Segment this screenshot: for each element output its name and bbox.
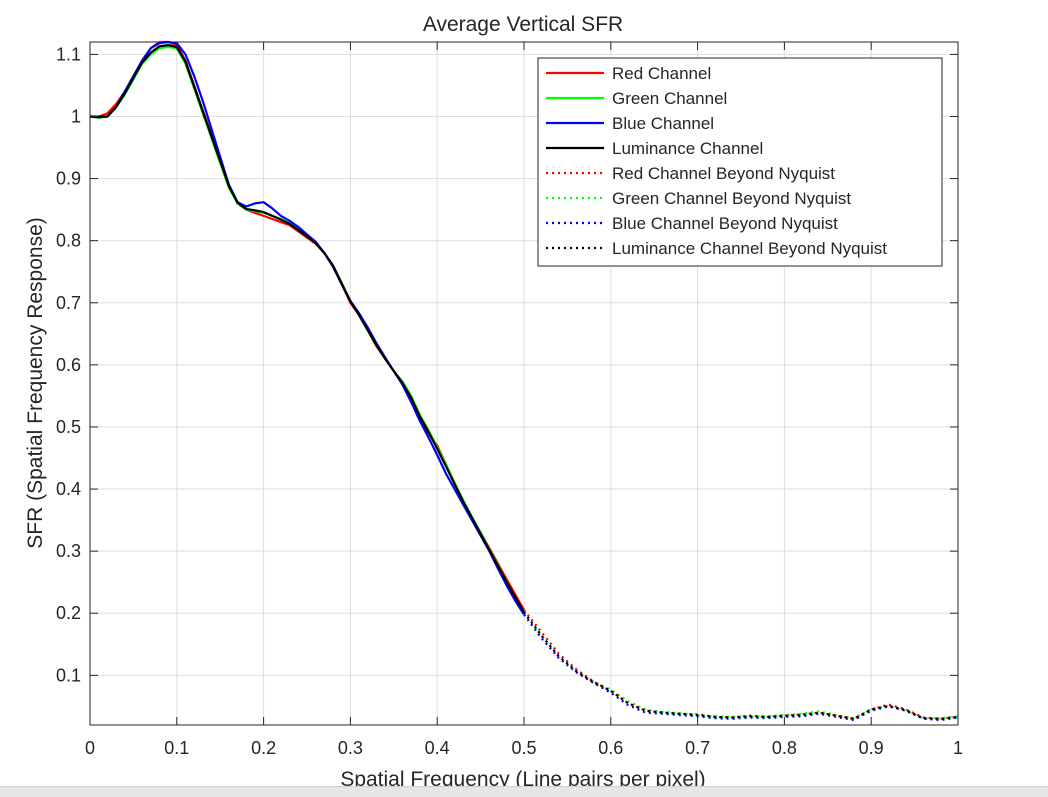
y-tick-label: 0.3	[56, 541, 81, 561]
x-tick-label: 0	[85, 738, 95, 758]
legend-entry: Red Channel Beyond Nyquist	[612, 164, 835, 183]
x-tick-label: 0.4	[425, 738, 450, 758]
legend-entry: Blue Channel	[612, 114, 714, 133]
y-tick-label: 0.6	[56, 355, 81, 375]
legend-entry: Blue Channel Beyond Nyquist	[612, 214, 838, 233]
axis-ticks: 0 0.1 0.2 0.3 0.4 0.5 0.6 0.7 0.8 0.9 1 0.1 0.2 0.3 0.…	[56, 42, 963, 758]
chart-title: Average Vertical SFR	[423, 13, 623, 36]
y-axis-label: SFR (Spatial Frequency Response)	[24, 217, 47, 548]
y-tick-label: 1.1	[56, 44, 81, 64]
y-tick-label: 0.1	[56, 665, 81, 685]
x-tick-label: 0.1	[164, 738, 189, 758]
y-tick-label: 1	[71, 107, 81, 127]
x-tick-label: 0.6	[598, 738, 623, 758]
legend-box	[537, 57, 943, 267]
blue-channel-beyond-nyquist-line	[523, 613, 959, 722]
green-channel-beyond-nyquist-line	[523, 612, 959, 720]
red-channel-beyond-nyquist-line	[523, 609, 959, 720]
legend-entry: Luminance Channel	[612, 139, 763, 158]
series-layer	[89, 40, 959, 722]
green-channel-line	[89, 45, 525, 614]
y-tick-label: 0.2	[56, 603, 81, 623]
y-tick-label: 0.9	[56, 169, 81, 189]
legend-entry: Luminance Channel Beyond Nyquist	[612, 239, 887, 258]
window-bottom-bar	[0, 786, 1048, 797]
luminance-channel-beyond-nyquist-line	[523, 611, 959, 720]
x-tick-label: 0.9	[859, 738, 884, 758]
x-tick-label: 0.7	[685, 738, 710, 758]
luminance-channel-line	[89, 43, 525, 613]
legend-entry: Green Channel Beyond Nyquist	[612, 189, 851, 208]
y-tick-label: 0.7	[56, 293, 81, 313]
y-tick-label: 0.5	[56, 417, 81, 437]
x-tick-label: 0.5	[511, 738, 536, 758]
legend-entry: Green Channel	[612, 89, 727, 108]
legend: Red Channel Green Channel Blue Channel Lumi…	[537, 57, 943, 267]
x-tick-label: 0.3	[338, 738, 363, 758]
x-tick-label: 1	[953, 738, 963, 758]
red-channel-line	[90, 40, 525, 611]
legend-entry: Red Channel	[612, 64, 711, 83]
y-tick-label: 0.4	[56, 479, 81, 499]
x-tick-label: 0.8	[772, 738, 797, 758]
blue-channel-line	[89, 40, 525, 616]
x-tick-label: 0.2	[251, 738, 276, 758]
y-tick-label: 0.8	[56, 231, 81, 251]
x-axis-label: Spatial Frequency (Line pairs per pixel)	[340, 768, 705, 791]
